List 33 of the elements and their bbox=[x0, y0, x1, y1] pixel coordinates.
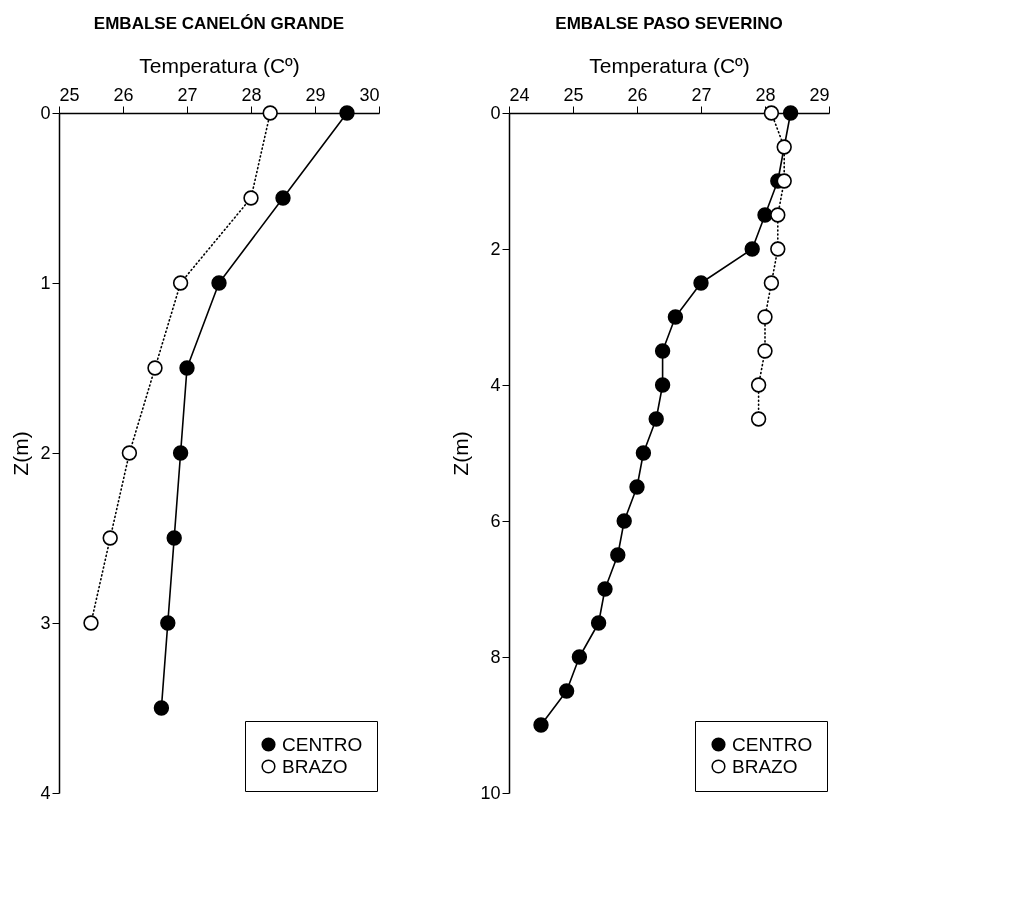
x-tick-label: 25 bbox=[59, 84, 80, 105]
y-axis-title: Z(m) bbox=[449, 431, 473, 476]
y-axis-title: Z(m) bbox=[9, 431, 33, 476]
x-tick-label: 29 bbox=[305, 84, 326, 105]
x-tick-label: 28 bbox=[241, 84, 262, 105]
y-tick-label: 4 bbox=[490, 374, 501, 395]
y-tick-label: 10 bbox=[480, 782, 501, 803]
y-tick-label: 0 bbox=[490, 102, 501, 123]
chart-title: EMBALSE CANELÓN GRANDE bbox=[93, 14, 345, 33]
y-tick-label: 2 bbox=[40, 442, 51, 463]
x-tick-label: 26 bbox=[113, 84, 134, 105]
chart-title: EMBALSE PASO SEVERINO bbox=[555, 14, 783, 33]
legend-label: BRAZO bbox=[732, 755, 798, 777]
y-tick-label: 6 bbox=[490, 510, 501, 531]
y-tick-label: 8 bbox=[490, 646, 501, 667]
y-tick-label: 1 bbox=[40, 272, 51, 293]
x-tick-label: 27 bbox=[691, 84, 712, 105]
legend-label: CENTRO bbox=[732, 733, 813, 755]
x-tick-label: 28 bbox=[755, 84, 776, 105]
y-tick-label: 4 bbox=[40, 782, 51, 803]
x-tick-label: 26 bbox=[627, 84, 648, 105]
y-tick-label: 2 bbox=[490, 238, 501, 259]
legend-label: BRAZO bbox=[282, 755, 348, 777]
y-tick-label: 0 bbox=[40, 102, 51, 123]
x-axis-title: Temperatura (Cº) bbox=[589, 53, 750, 77]
x-axis-title: Temperatura (Cº) bbox=[139, 53, 300, 77]
x-tick-label: 24 bbox=[509, 84, 530, 105]
x-tick-label: 29 bbox=[809, 84, 830, 105]
y-tick-label: 3 bbox=[40, 612, 51, 633]
x-tick-label: 27 bbox=[177, 84, 198, 105]
legend-label: CENTRO bbox=[282, 733, 363, 755]
x-tick-label: 30 bbox=[359, 84, 380, 105]
x-tick-label: 25 bbox=[563, 84, 584, 105]
